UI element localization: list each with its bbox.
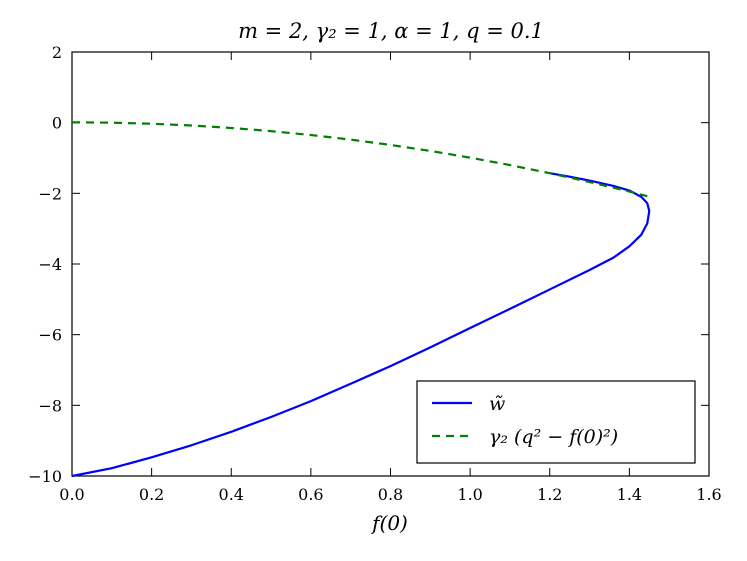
legend-label-w-tilde: w̃ xyxy=(489,393,505,415)
x-tick-label: 1.4 xyxy=(617,485,642,504)
y-tick-label: −4 xyxy=(38,255,62,274)
x-axis-label: f(0) xyxy=(370,511,408,535)
y-tick-label: −8 xyxy=(38,396,62,415)
y-tick-label: −2 xyxy=(38,184,62,203)
x-tick-label: 0.4 xyxy=(219,485,244,504)
series-layer xyxy=(71,121,651,478)
x-tick-label: 0.8 xyxy=(378,485,403,504)
x-tick-label: 0.0 xyxy=(59,485,84,504)
legend-box xyxy=(416,380,696,464)
x-tick-label: 1.6 xyxy=(696,485,721,504)
legend-label-gamma-expression: γ₂ (q² − f(0)²) xyxy=(489,426,618,448)
y-tick-label: 0 xyxy=(52,114,62,133)
x-axis-ticks: 0.0 0.2 0.4 0.6 0.8 1.0 1.2 1.4 1.6 xyxy=(59,52,722,504)
y-tick-label: 2 xyxy=(52,43,62,62)
x-tick-label: 1.0 xyxy=(457,485,482,504)
x-tick-label: 1.2 xyxy=(537,485,562,504)
legend: w̃ γ₂ (q² − f(0)²) xyxy=(416,380,696,464)
series-line-gamma-expression xyxy=(71,121,648,198)
y-axis-ticks: 2 0 −2 −4 −6 −8 −10 xyxy=(28,43,709,486)
y-tick-label: −6 xyxy=(38,326,62,345)
y-tick-label: −10 xyxy=(28,467,62,486)
x-tick-label: 0.2 xyxy=(139,485,164,504)
chart-title: m = 2, γ₂ = 1, α = 1, q = 0.1 xyxy=(238,19,544,43)
x-tick-label: 0.6 xyxy=(298,485,323,504)
